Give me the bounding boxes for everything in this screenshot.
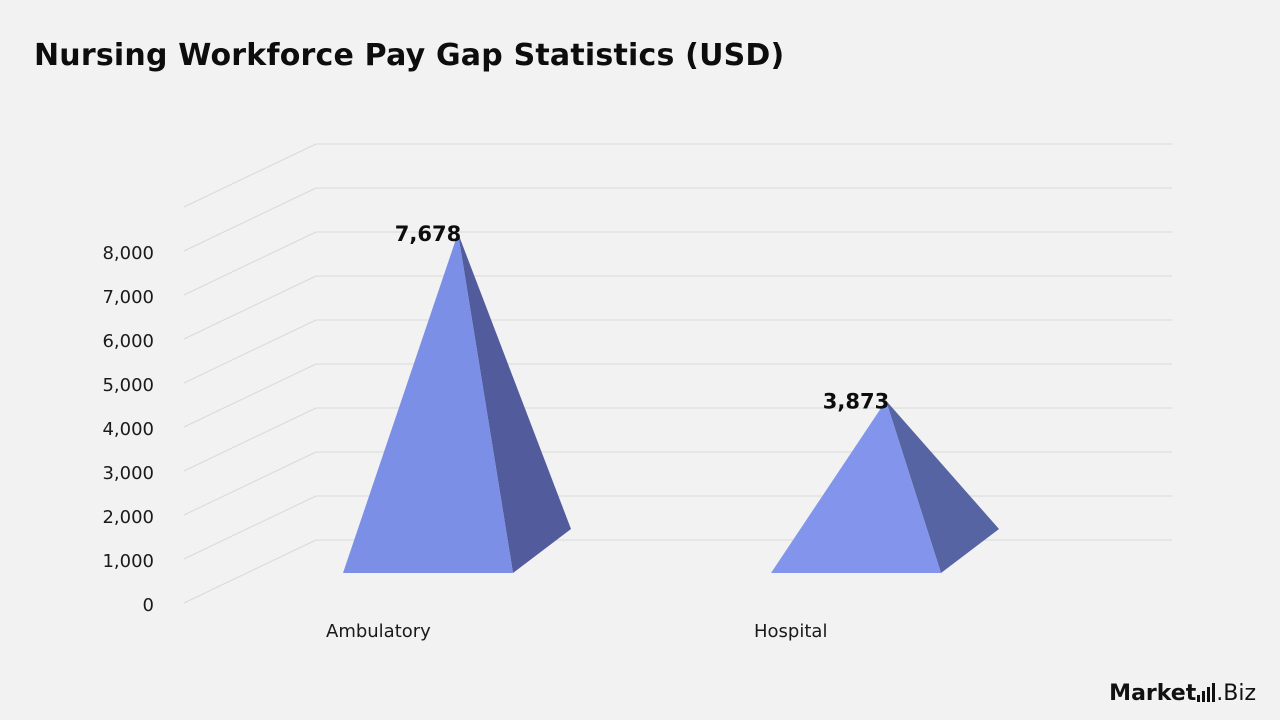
- x-axis-categories: Ambulatory Hospital: [326, 621, 827, 642]
- gridlines: [183, 143, 1172, 604]
- chart-title: Nursing Workforce Pay Gap Statistics (US…: [34, 38, 785, 73]
- gridline-depth: [183, 539, 317, 604]
- y-tick-label: 2,000: [102, 507, 154, 528]
- y-tick-label: 3,000: [102, 463, 154, 484]
- y-axis-ticks: 0 1,000 2,000 3,000 4,000 5,000 6,000 7,000 8,00…: [102, 243, 154, 616]
- gridline-depth: [183, 319, 317, 384]
- data-label: 7,678: [395, 222, 461, 246]
- pyramid-front-face: [771, 400, 941, 573]
- y-tick-label: 1,000: [102, 551, 154, 572]
- gridline-depth: [183, 495, 317, 560]
- gridline-depth: [183, 143, 317, 208]
- y-tick-label: 4,000: [102, 419, 154, 440]
- pyramid-side-face: [458, 233, 571, 573]
- pyramid-front-face: [343, 233, 513, 573]
- y-tick-label: 5,000: [102, 375, 154, 396]
- marketbiz-logo: Market .Biz: [1109, 681, 1256, 706]
- x-category-label: Ambulatory: [326, 621, 431, 642]
- gridline-depth: [183, 363, 317, 428]
- bar-chart-icon: [1197, 683, 1216, 702]
- pyramid-bars: [343, 233, 999, 573]
- x-category-label: Hospital: [754, 621, 827, 642]
- gridline-depth: [183, 407, 317, 472]
- gridline-depth: [183, 187, 317, 252]
- y-tick-label: 8,000: [102, 243, 154, 264]
- gridline-depth: [183, 451, 317, 516]
- logo-text-biz: .Biz: [1216, 681, 1256, 706]
- data-labels: 7,678 3,873: [395, 222, 889, 413]
- y-tick-label: 0: [143, 595, 154, 616]
- y-tick-label: 6,000: [102, 331, 154, 352]
- gridline-depth: [183, 231, 317, 296]
- y-tick-label: 7,000: [102, 287, 154, 308]
- data-label: 3,873: [823, 390, 889, 414]
- logo-text-market: Market: [1109, 681, 1197, 706]
- pyramid-side-face: [886, 400, 999, 573]
- gridline-depth: [183, 275, 317, 340]
